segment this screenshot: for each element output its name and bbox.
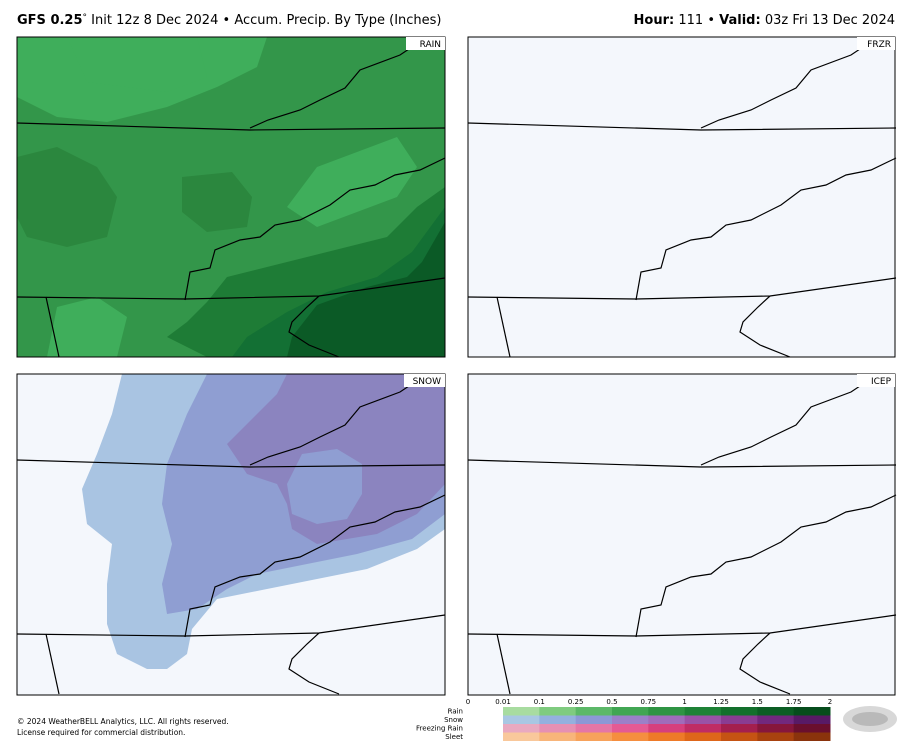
legend-tick-label: 1.25 bbox=[713, 698, 729, 706]
valid: 03z Fri 13 Dec 2024 bbox=[765, 13, 895, 28]
legend-row-label: Sleet bbox=[445, 733, 463, 741]
legend-tick-label: 1.75 bbox=[786, 698, 802, 706]
panel-label: SNOW bbox=[413, 377, 442, 387]
legend-swatch bbox=[612, 732, 649, 741]
legend-swatch bbox=[503, 707, 540, 716]
legend-swatch bbox=[612, 715, 649, 724]
legend-swatch bbox=[721, 724, 758, 733]
legend-swatch bbox=[503, 715, 540, 724]
legend-swatch bbox=[757, 715, 795, 724]
legend-swatch bbox=[648, 715, 686, 724]
legend-swatch bbox=[757, 707, 795, 716]
legend-swatch bbox=[684, 715, 722, 724]
degree: ° bbox=[83, 13, 88, 23]
model: GFS 0.25 bbox=[17, 13, 83, 28]
legend-row-label: Snow bbox=[444, 716, 463, 724]
header-left: GFS 0.25° Init 12z 8 Dec 2024 • Accum. P… bbox=[17, 9, 442, 28]
legend-swatch bbox=[575, 707, 613, 716]
legend-swatch bbox=[539, 707, 577, 716]
legend-swatch bbox=[612, 724, 649, 733]
legend-row-label: Freezing Rain bbox=[416, 725, 463, 733]
legend-swatch bbox=[793, 732, 831, 741]
legend-swatch bbox=[612, 707, 649, 716]
copyright: © 2024 WeatherBELL Analytics, LLC. All r… bbox=[17, 717, 229, 726]
legend-swatch bbox=[539, 715, 577, 724]
hour-label: Hour: bbox=[634, 13, 675, 28]
legend-swatch bbox=[684, 724, 722, 733]
rain-panel: RAIN bbox=[16, 36, 446, 358]
panel-label: ICEP bbox=[871, 377, 892, 387]
legend-swatch bbox=[539, 724, 577, 733]
legend-row-label: Rain bbox=[448, 708, 463, 716]
legend-swatch bbox=[793, 724, 831, 733]
header-right: Hour: 111 • Valid: 03z Fri 13 Dec 2024 bbox=[634, 13, 895, 28]
legend-swatch bbox=[648, 724, 686, 733]
legend-swatch bbox=[575, 715, 613, 724]
panel-label: FRZR bbox=[867, 40, 891, 50]
legend-tick-label: 0.1 bbox=[534, 698, 545, 706]
legend-tick-label: 1.5 bbox=[752, 698, 763, 706]
legend-tick-label: 0.5 bbox=[606, 698, 617, 706]
legend-swatch bbox=[575, 724, 613, 733]
legend-swatch bbox=[793, 707, 831, 716]
icep-panel: ICEP bbox=[467, 373, 897, 696]
init: Init 12z 8 Dec 2024 bbox=[91, 13, 218, 28]
license: License required for commercial distribu… bbox=[17, 728, 185, 737]
legend-swatch bbox=[684, 707, 722, 716]
legend-swatch bbox=[503, 732, 540, 741]
separator: • bbox=[707, 13, 715, 28]
product: Accum. Precip. By Type (Inches) bbox=[234, 13, 441, 28]
legend-swatch bbox=[539, 732, 577, 741]
legend-tick-label: 0 bbox=[466, 698, 470, 706]
valid-label: Valid: bbox=[719, 13, 761, 28]
legend-swatch bbox=[648, 732, 686, 741]
legend-swatch bbox=[793, 715, 831, 724]
hour: 111 bbox=[678, 13, 703, 28]
legend-swatch bbox=[721, 715, 758, 724]
legend-tick-label: 0.01 bbox=[495, 698, 511, 706]
panel-label: RAIN bbox=[420, 40, 441, 50]
legend-swatch bbox=[575, 732, 613, 741]
frzr-panel: FRZR bbox=[467, 36, 897, 358]
separator: • bbox=[223, 13, 231, 28]
legend-swatch bbox=[757, 724, 795, 733]
legend-swatch bbox=[648, 707, 686, 716]
legend-swatch bbox=[684, 732, 722, 741]
legend-tick-label: 2 bbox=[828, 698, 832, 706]
legend-swatch bbox=[503, 724, 540, 733]
logo bbox=[843, 706, 897, 732]
legend-swatch bbox=[757, 732, 795, 741]
legend-swatch bbox=[721, 732, 758, 741]
legend-tick-label: 1 bbox=[682, 698, 686, 706]
legend-tick-label: 0.25 bbox=[568, 698, 584, 706]
snow-panel: SNOW bbox=[16, 373, 446, 696]
legend-tick-label: 0.75 bbox=[641, 698, 657, 706]
legend-swatch bbox=[721, 707, 758, 716]
